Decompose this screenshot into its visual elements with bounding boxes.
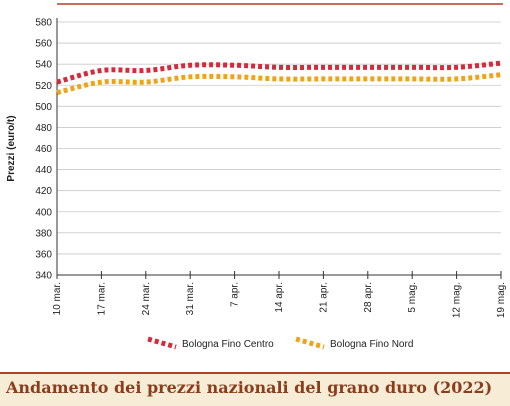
y-axis-label: Prezzi (euro/t) [6, 115, 17, 181]
gridlines [57, 3, 503, 276]
x-tick-label: 14 apr. [274, 282, 285, 313]
y-tick-label: 480 [35, 123, 52, 134]
legend-label-1: Bologna Fino Centro [182, 339, 274, 350]
x-tick-label: 10 mar. [52, 282, 63, 315]
y-axis: 340 360 380 400 420 440 460 480 500 520 540 560 580 [35, 18, 58, 282]
y-tick-label: 580 [35, 18, 52, 29]
x-tick-label: 12 mag. [452, 282, 463, 318]
y-tick-label: 340 [35, 271, 52, 282]
x-tick-label: 17 mar. [96, 282, 107, 315]
y-tick-label: 520 [35, 81, 52, 92]
x-tick-label: 24 mar. [141, 282, 152, 315]
x-tick-label: 21 apr. [318, 282, 329, 313]
chart-title-bar: Andamento dei prezzi nazionali del grano… [0, 372, 510, 406]
y-tick-label: 560 [35, 39, 52, 50]
chart-title: Andamento dei prezzi nazionali del grano… [6, 378, 493, 397]
y-tick-label: 360 [35, 249, 52, 260]
x-tick-label: 7 apr. [230, 282, 241, 307]
y-tick-label: 500 [35, 102, 52, 113]
x-tick-label: 19 mag. [496, 282, 507, 318]
x-tick-label: 5 mag. [407, 282, 418, 313]
legend: Bologna Fino Centro Bologna Fino Nord [147, 336, 413, 350]
y-tick-label: 440 [35, 165, 52, 176]
y-tick-label: 380 [35, 228, 52, 239]
legend-swatch-1 [147, 336, 177, 350]
series-line-1 [56, 60, 502, 85]
y-tick-label: 460 [35, 144, 52, 155]
x-tick-label: 28 apr. [363, 282, 374, 313]
x-axis: 10 mar. 17 mar. 24 mar. 31 mar. 7 apr. 14 apr… [52, 271, 507, 318]
line-chart: 340360380400420440460480500520540560580 … [6, 3, 507, 350]
y-tick-label: 540 [35, 60, 52, 71]
x-tick-label: 31 mar. [185, 282, 196, 315]
y-tick-label: 420 [35, 186, 52, 197]
series-lines [56, 60, 502, 96]
y-tick-label: 400 [35, 207, 52, 218]
series-line-2 [56, 72, 502, 96]
legend-label-2: Bologna Fino Nord [330, 339, 413, 350]
legend-swatch-2 [295, 336, 325, 350]
